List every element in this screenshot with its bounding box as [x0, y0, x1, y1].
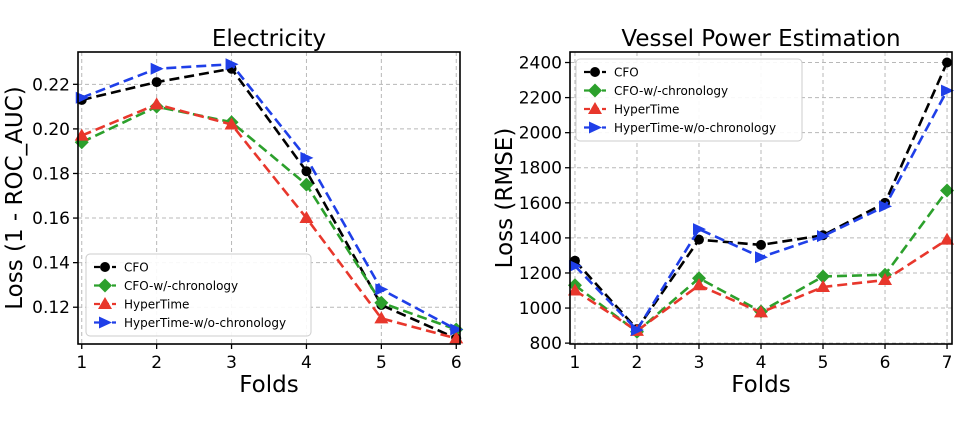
data-point — [568, 259, 582, 272]
y-tick-label: 2200 — [519, 89, 562, 109]
legend-marker — [589, 121, 602, 134]
x-tick-label: 5 — [818, 353, 829, 373]
electricity-chart: 0.12 0.14 0.16 0.18 0.20 0.22 1 2 3 4 5 6 Electricit… — [2, 26, 464, 398]
x-tick-label: 3 — [226, 353, 237, 373]
y-tick-label: 1800 — [519, 159, 562, 179]
x-tick-label: 4 — [756, 353, 767, 373]
legend-label: HyperTime — [124, 298, 189, 312]
y-tick-label: 1400 — [519, 229, 562, 249]
y-axis-label: Loss (RMSE) — [492, 128, 518, 269]
y-tick-label: 800 — [530, 334, 562, 354]
data-point — [374, 311, 389, 324]
data-point — [150, 62, 164, 75]
x-tick-label: 2 — [151, 353, 162, 373]
legend-marker — [590, 67, 600, 77]
legend-marker — [98, 278, 112, 293]
y-tick-label: 0.14 — [32, 254, 70, 274]
y-tick-label: 0.22 — [32, 75, 70, 95]
x-tick-label: 2 — [632, 353, 643, 373]
data-point — [75, 91, 89, 104]
y-tick-label: 1600 — [519, 194, 562, 214]
data-point — [567, 283, 582, 296]
plot-frame — [77, 51, 461, 345]
data-point — [224, 117, 239, 130]
data-point — [299, 211, 314, 224]
data-point — [754, 305, 768, 318]
x-tick-label: 5 — [376, 353, 387, 373]
data-point — [816, 269, 831, 284]
legend-marker — [98, 297, 112, 309]
data-point — [693, 234, 704, 245]
data-point — [756, 239, 766, 250]
x-tick-label: 6 — [880, 353, 891, 373]
legend-label: HyperTime-w/o-chronology — [614, 121, 776, 135]
y-tick-label: 1000 — [519, 299, 562, 319]
legend-marker — [99, 316, 112, 329]
y-tick-label: 0.18 — [32, 164, 70, 184]
legend-marker — [588, 102, 602, 114]
chart-title: Electricity — [212, 26, 326, 52]
x-tick-label: 7 — [942, 353, 953, 373]
data-point — [691, 278, 706, 291]
data-point — [755, 251, 768, 264]
legend-box — [575, 58, 803, 142]
vessel-power-chart: 800 1000 1200 1400 1600 1800 2000 2200 2400 1 2 3 4 5… — [492, 26, 955, 398]
data-point — [942, 57, 953, 68]
legend: CFO CFO-w/-chronology HyperTime HyperTime-w… — [85, 253, 312, 337]
series-line-3 — [81, 62, 457, 331]
legend-marker — [100, 262, 110, 272]
data-point — [151, 77, 162, 88]
chart-title: Vessel Power Estimation — [621, 26, 900, 52]
data-point — [691, 271, 706, 286]
data-point — [299, 177, 314, 192]
legend-box — [85, 253, 312, 337]
data-point — [630, 323, 644, 336]
x-tick-label: 3 — [694, 353, 705, 373]
y-tick-label: 0.12 — [32, 298, 70, 318]
legend-label: CFO-w/-chronology — [614, 84, 728, 98]
y-tick-label: 0.16 — [32, 209, 70, 229]
x-tick-label: 1 — [570, 353, 581, 373]
x-tick-label: 1 — [76, 353, 87, 373]
y-tick-label: 2400 — [519, 54, 562, 74]
x-axis-label: Folds — [239, 372, 298, 398]
legend-label: HyperTime-w/o-chronology — [124, 316, 286, 330]
data-point — [940, 183, 955, 198]
data-point — [940, 232, 955, 245]
data-point — [879, 200, 893, 213]
x-axis-label: Folds — [731, 372, 790, 398]
data-point — [149, 97, 164, 110]
legend-marker — [588, 83, 602, 98]
data-point — [225, 58, 239, 71]
data-point — [450, 323, 464, 336]
y-tick-label: 2000 — [519, 124, 562, 144]
data-point — [817, 230, 831, 243]
x-tick-label: 6 — [451, 353, 462, 373]
data-point — [301, 166, 312, 177]
data-point — [941, 84, 955, 97]
series-line-2 — [81, 103, 457, 340]
x-tick-label: 4 — [301, 353, 312, 373]
data-point — [878, 272, 893, 285]
series-line-0 — [81, 67, 457, 340]
legend: CFO CFO-w/-chronology HyperTime HyperTime-w… — [575, 58, 803, 142]
y-tick-label: 1200 — [519, 264, 562, 284]
y-axis-label: Loss (1 - ROC_AUC) — [2, 86, 28, 310]
data-point — [816, 280, 831, 293]
legend-label: HyperTime — [614, 103, 679, 117]
y-tick-label: 0.20 — [32, 120, 70, 140]
data-point — [374, 295, 389, 310]
data-point — [375, 283, 389, 296]
series-line-1 — [81, 105, 457, 331]
data-point — [692, 223, 706, 236]
data-point — [300, 151, 314, 164]
legend-label: CFO-w/-chronology — [124, 279, 238, 293]
legend-label: CFO — [124, 261, 149, 275]
legend-label: CFO — [614, 66, 639, 80]
